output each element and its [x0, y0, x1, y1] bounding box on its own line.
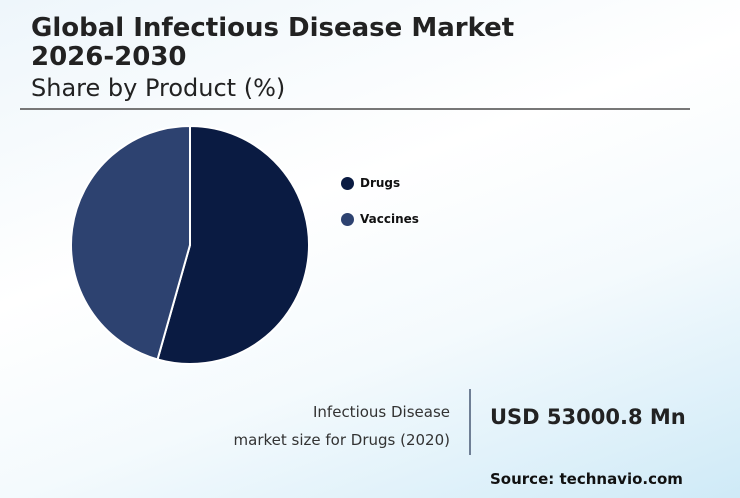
- source-credit: Source: technavio.com: [490, 470, 683, 488]
- legend-dot-icon: [341, 212, 354, 226]
- pie-chart: [70, 125, 310, 365]
- chart-title: Global Infectious Disease Market 2026-20…: [31, 13, 515, 72]
- stat-value: USD 53000.8 Mn: [490, 405, 686, 429]
- legend-label: Vaccines: [360, 212, 419, 226]
- stat-label-line1: Infectious Disease: [313, 403, 450, 421]
- legend-item-drugs: Drugs: [341, 174, 419, 192]
- chart-subtitle: Share by Product (%): [31, 74, 286, 102]
- stat-label-line2: market size for Drugs (2020): [233, 431, 450, 449]
- legend-dot-icon: [341, 176, 354, 190]
- stat-label: Infectious Disease market size for Drugs…: [234, 398, 450, 454]
- pie-slice-vaccines: [70, 125, 191, 361]
- pie-slice-drugs: [156, 125, 310, 365]
- legend-item-vaccines: Vaccines: [341, 210, 419, 228]
- stat-divider: [469, 389, 471, 455]
- legend-label: Drugs: [360, 176, 401, 190]
- chart-legend: Drugs Vaccines: [341, 174, 419, 246]
- header-divider: [20, 108, 690, 110]
